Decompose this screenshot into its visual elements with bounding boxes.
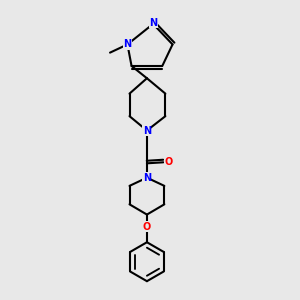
- Text: O: O: [164, 157, 172, 167]
- Text: O: O: [143, 222, 151, 232]
- Text: N: N: [143, 125, 151, 136]
- Text: N: N: [123, 39, 131, 50]
- Text: N: N: [149, 18, 157, 28]
- Text: N: N: [143, 173, 151, 183]
